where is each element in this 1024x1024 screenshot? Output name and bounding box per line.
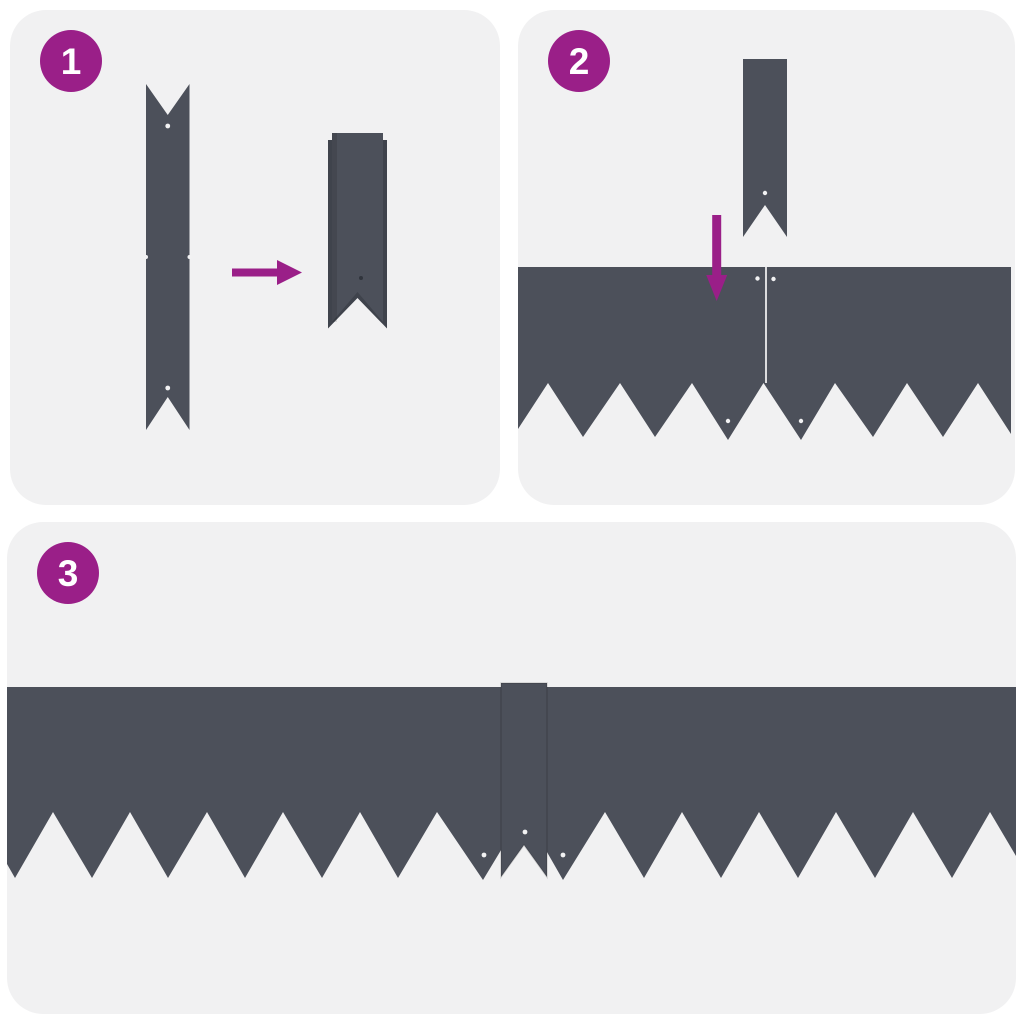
rivet-hole	[798, 418, 804, 424]
folded-stake-shape	[332, 133, 383, 322]
arrow-right-icon	[232, 260, 302, 285]
edging-panel-right	[524, 687, 1016, 880]
step-2-badge: 2	[548, 30, 610, 92]
step-1-badge: 1	[40, 30, 102, 92]
rivet-hole	[771, 276, 776, 282]
step-1-illustration	[144, 84, 387, 430]
step-3-panel: 3	[7, 522, 1016, 1014]
fold-mark	[144, 255, 148, 259]
rivet-hole	[755, 276, 760, 281]
edging-panel-left	[7, 687, 524, 880]
folded-stake-shape	[743, 59, 787, 237]
flat-strip-shape	[146, 84, 190, 430]
rivet-hole	[359, 276, 363, 280]
fold-edge-shading	[332, 133, 337, 322]
rivet-hole	[165, 123, 171, 129]
step-3-badge: 3	[37, 542, 99, 604]
rivet-hole	[481, 852, 487, 858]
step-1-number: 1	[60, 40, 82, 82]
rivet-hole	[560, 852, 566, 858]
joint-stake-shape	[500, 682, 548, 880]
step-2-number: 2	[568, 40, 590, 82]
step-1-panel: 1	[10, 10, 500, 505]
arrow-down-icon	[706, 215, 728, 301]
rivet-hole	[725, 418, 731, 424]
fold-mark	[187, 255, 192, 259]
rivet-hole	[762, 190, 768, 196]
rivet-hole	[165, 385, 171, 391]
edging-band-shape	[518, 267, 1011, 440]
step-3-illustration	[7, 682, 1016, 880]
rivet-hole	[522, 829, 528, 835]
step-2-illustration	[518, 59, 1011, 440]
panel-joint-seam	[765, 267, 767, 383]
step-3-number: 3	[57, 552, 79, 594]
step-2-panel: 2	[518, 10, 1015, 505]
